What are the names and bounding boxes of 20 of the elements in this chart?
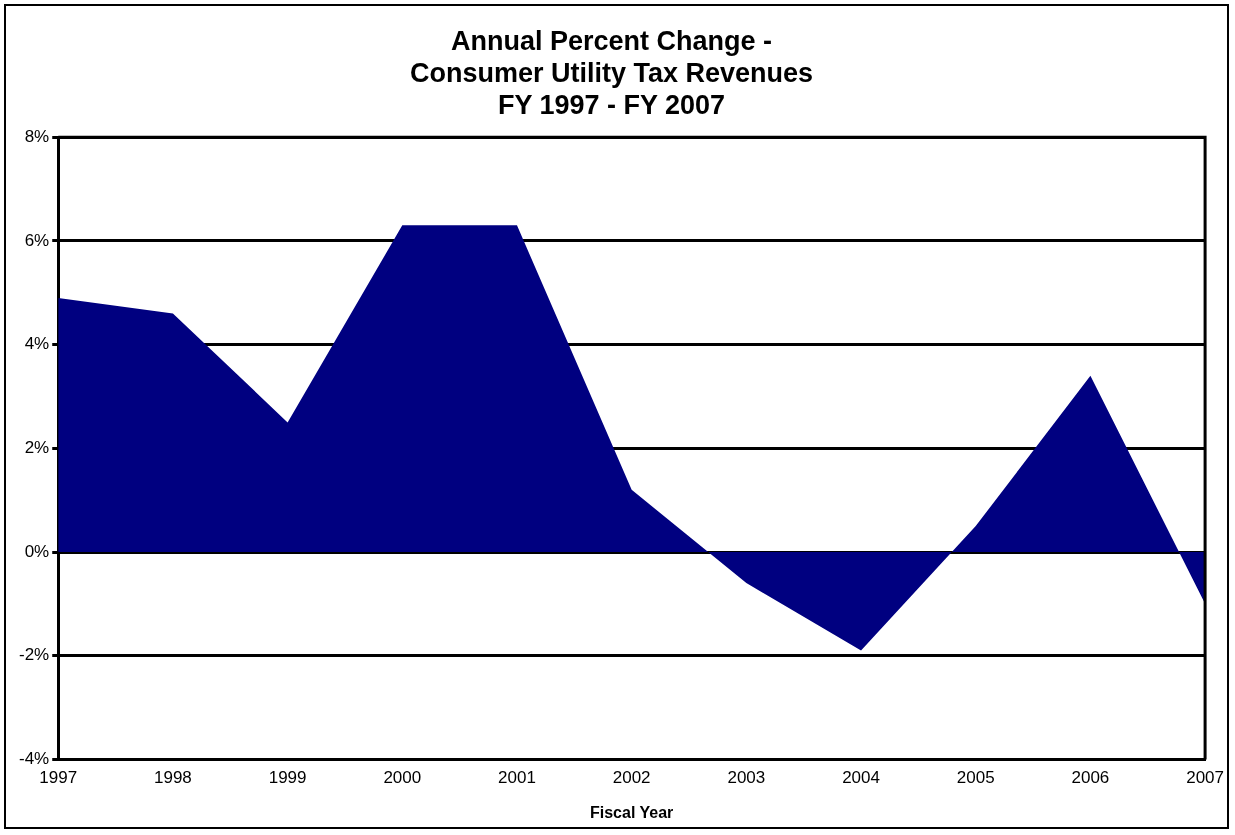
x-tick-label: 2003 [727,768,766,788]
y-tick-label: 2% [24,437,50,457]
x-tick-label: 2006 [1071,768,1110,788]
x-tick-label: 1997 [39,768,78,788]
y-tick-label: -4% [19,749,50,769]
x-axis-title: Fiscal Year [590,803,674,821]
x-tick-label: 2001 [498,768,536,788]
y-tick-label: -2% [19,645,50,665]
x-tick-label: 2002 [612,768,651,788]
x-tick-label: 1999 [268,768,307,788]
y-tick-label: 4% [24,334,50,354]
x-tick-label: 2005 [956,768,995,788]
y-tick-label: 8% [24,126,50,146]
x-tick-label: 2000 [383,768,422,788]
x-tick-label: 2007 [1186,768,1224,788]
y-tick-label: 6% [24,230,50,250]
y-tick-label: 0% [24,541,50,561]
x-tick-label: 1998 [154,768,192,788]
x-tick-label: 2004 [842,768,880,788]
chart-title: Annual Percent Change - Consumer Utility Tax Revenues FY 1997 - FY 2007 [409,25,814,121]
